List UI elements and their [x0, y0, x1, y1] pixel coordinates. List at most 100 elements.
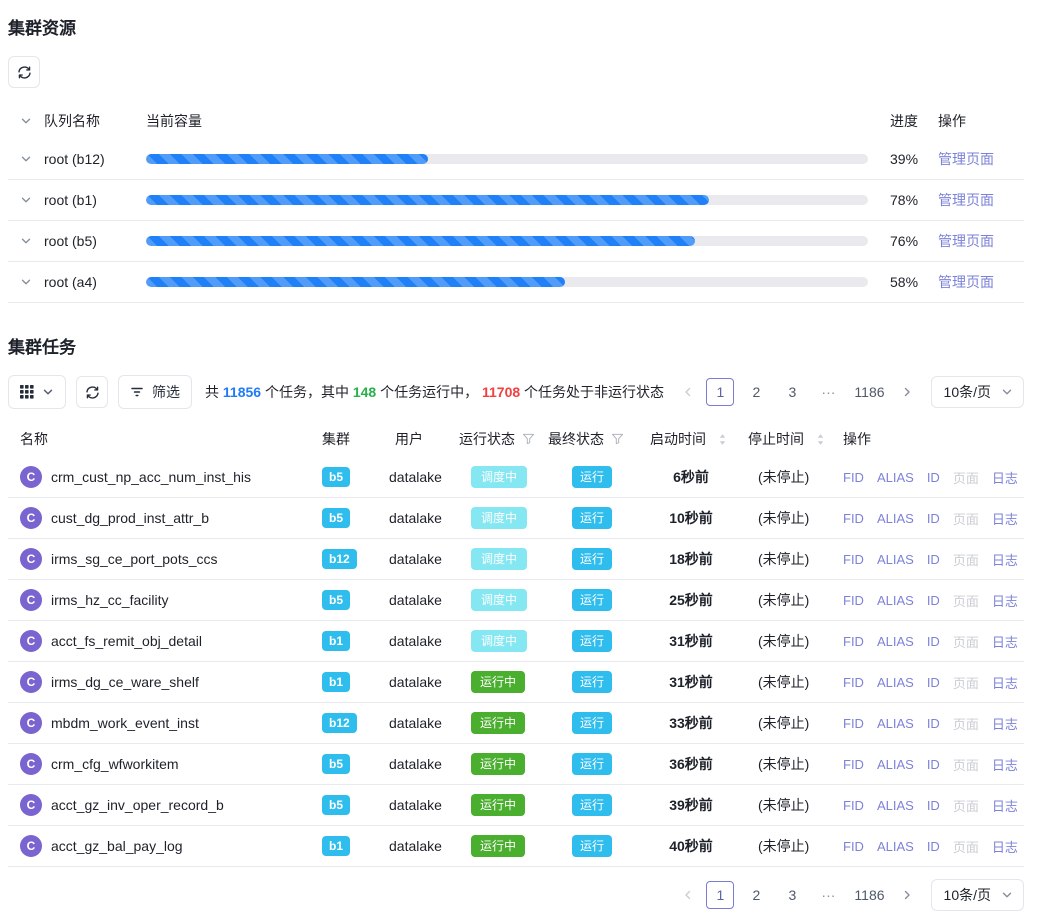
- start-time: 6秒前: [673, 469, 709, 485]
- task-action-log[interactable]: 日志: [991, 593, 1018, 609]
- task-action-log[interactable]: 日志: [991, 839, 1018, 855]
- task-action-page: 页面: [952, 675, 979, 691]
- expand-chevron-icon[interactable]: [20, 235, 32, 247]
- task-user: datalake: [389, 797, 442, 813]
- task-action-fid[interactable]: FID: [843, 551, 864, 567]
- task-action-log[interactable]: 日志: [991, 757, 1018, 773]
- task-action-log[interactable]: 日志: [991, 798, 1018, 814]
- task-name: irms_hz_cc_facility: [51, 592, 169, 608]
- progress-percent: 76%: [890, 233, 919, 249]
- task-action-fid[interactable]: FID: [843, 469, 864, 485]
- pagination-page-3[interactable]: 3: [788, 384, 797, 400]
- task-action-id[interactable]: ID: [926, 674, 940, 690]
- task-action-id[interactable]: ID: [926, 797, 940, 813]
- filter-funnel-icon[interactable]: [522, 433, 535, 445]
- final-status-badge: 运行: [572, 794, 613, 816]
- expand-chevron-icon[interactable]: [20, 153, 32, 165]
- task-action-fid[interactable]: FID: [843, 838, 864, 854]
- task-action-alias[interactable]: ALIAS: [876, 510, 914, 526]
- task-action-fid[interactable]: FID: [843, 510, 864, 526]
- task-action-fid[interactable]: FID: [843, 756, 864, 772]
- task-action-alias[interactable]: ALIAS: [876, 756, 914, 772]
- task-name: acct_gz_bal_pay_log: [51, 838, 183, 854]
- task-user: datalake: [389, 510, 442, 526]
- start-time: 31秒前: [669, 633, 713, 649]
- pagination-page-2[interactable]: 2: [752, 384, 761, 400]
- manage-page-link[interactable]: 管理页面: [938, 151, 994, 167]
- task-action-alias[interactable]: ALIAS: [876, 592, 914, 608]
- task-action-fid[interactable]: FID: [843, 797, 864, 813]
- tasks-table: 名称 集群 用户 运行状态 最终状态 启动时间: [8, 421, 1024, 867]
- page-size-label: 10条/页: [943, 887, 991, 903]
- task-action-id[interactable]: ID: [926, 756, 940, 772]
- sort-icon[interactable]: [718, 433, 727, 446]
- task-action-log[interactable]: 日志: [991, 511, 1018, 527]
- manage-page-link[interactable]: 管理页面: [938, 233, 994, 249]
- tasks-refresh-button[interactable]: [76, 376, 108, 408]
- run-status-badge: 调度中: [471, 589, 528, 611]
- task-action-id[interactable]: ID: [926, 633, 940, 649]
- task-action-log[interactable]: 日志: [991, 552, 1018, 568]
- task-action-log[interactable]: 日志: [991, 716, 1018, 732]
- pagination-prev-icon[interactable]: [678, 881, 698, 909]
- task-action-fid[interactable]: FID: [843, 592, 864, 608]
- task-action-log[interactable]: 日志: [991, 470, 1018, 486]
- task-user: datalake: [389, 674, 442, 690]
- columns-layout-button[interactable]: [8, 375, 66, 409]
- pagination-next-icon[interactable]: [897, 378, 917, 406]
- page-size-select[interactable]: 10条/页: [930, 376, 1024, 408]
- stop-time: (未停止): [758, 797, 810, 813]
- pagination-page-2[interactable]: 2: [752, 887, 761, 903]
- task-action-id[interactable]: ID: [926, 838, 940, 854]
- task-action-alias[interactable]: ALIAS: [876, 674, 914, 690]
- pagination-page-3[interactable]: 3: [788, 887, 797, 903]
- run-status-badge: 运行中: [471, 794, 526, 816]
- pagination-prev-icon[interactable]: [678, 378, 698, 406]
- filter-funnel-icon[interactable]: [611, 433, 624, 445]
- expand-chevron-icon[interactable]: [20, 194, 32, 206]
- stop-time: (未停止): [758, 469, 810, 485]
- resources-table-header: 队列名称 当前容量 进度 操作: [8, 102, 1024, 139]
- task-action-id[interactable]: ID: [926, 510, 940, 526]
- task-action-id[interactable]: ID: [926, 715, 940, 731]
- pagination-page-1186[interactable]: 1186: [854, 887, 885, 903]
- manage-page-link[interactable]: 管理页面: [938, 274, 994, 290]
- task-action-alias[interactable]: ALIAS: [876, 715, 914, 731]
- expand-chevron-icon[interactable]: [20, 276, 32, 288]
- task-action-id[interactable]: ID: [926, 551, 940, 567]
- stop-time: (未停止): [758, 756, 810, 772]
- task-action-fid[interactable]: FID: [843, 674, 864, 690]
- sort-icon[interactable]: [816, 433, 825, 446]
- pagination-page-1[interactable]: 1: [706, 378, 735, 406]
- queue-name: root (b12): [44, 151, 105, 167]
- task-action-id[interactable]: ID: [926, 592, 940, 608]
- task-action-fid[interactable]: FID: [843, 633, 864, 649]
- pagination-next-icon[interactable]: [897, 881, 917, 909]
- manage-page-link[interactable]: 管理页面: [938, 192, 994, 208]
- task-action-id[interactable]: ID: [926, 469, 940, 485]
- bottom-pagination-bar: 1 2 3 ··· 1186 10条/页: [8, 879, 1024, 911]
- resources-refresh-button[interactable]: [8, 56, 40, 88]
- task-action-alias[interactable]: ALIAS: [876, 838, 914, 854]
- collapse-all-chevron-icon[interactable]: [20, 115, 32, 127]
- task-action-log[interactable]: 日志: [991, 634, 1018, 650]
- pagination-page-1186[interactable]: 1186: [854, 384, 885, 400]
- task-action-fid[interactable]: FID: [843, 715, 864, 731]
- resource-row: root (a4) 58% 管理页面: [8, 262, 1024, 303]
- pagination-page-1[interactable]: 1: [706, 881, 735, 909]
- page-size-select[interactable]: 10条/页: [930, 879, 1024, 911]
- task-user: datalake: [389, 715, 442, 731]
- task-action-alias[interactable]: ALIAS: [876, 469, 914, 485]
- task-action-alias[interactable]: ALIAS: [876, 797, 914, 813]
- tasks-table-header: 名称 集群 用户 运行状态 最终状态 启动时间: [8, 421, 1024, 457]
- task-action-alias[interactable]: ALIAS: [876, 633, 914, 649]
- start-time: 31秒前: [669, 674, 713, 690]
- task-action-alias[interactable]: ALIAS: [876, 551, 914, 567]
- task-action-log[interactable]: 日志: [991, 675, 1018, 691]
- task-user: datalake: [389, 838, 442, 854]
- filter-button[interactable]: 筛选: [118, 375, 192, 409]
- non-running-tasks-count: 11708: [481, 384, 521, 400]
